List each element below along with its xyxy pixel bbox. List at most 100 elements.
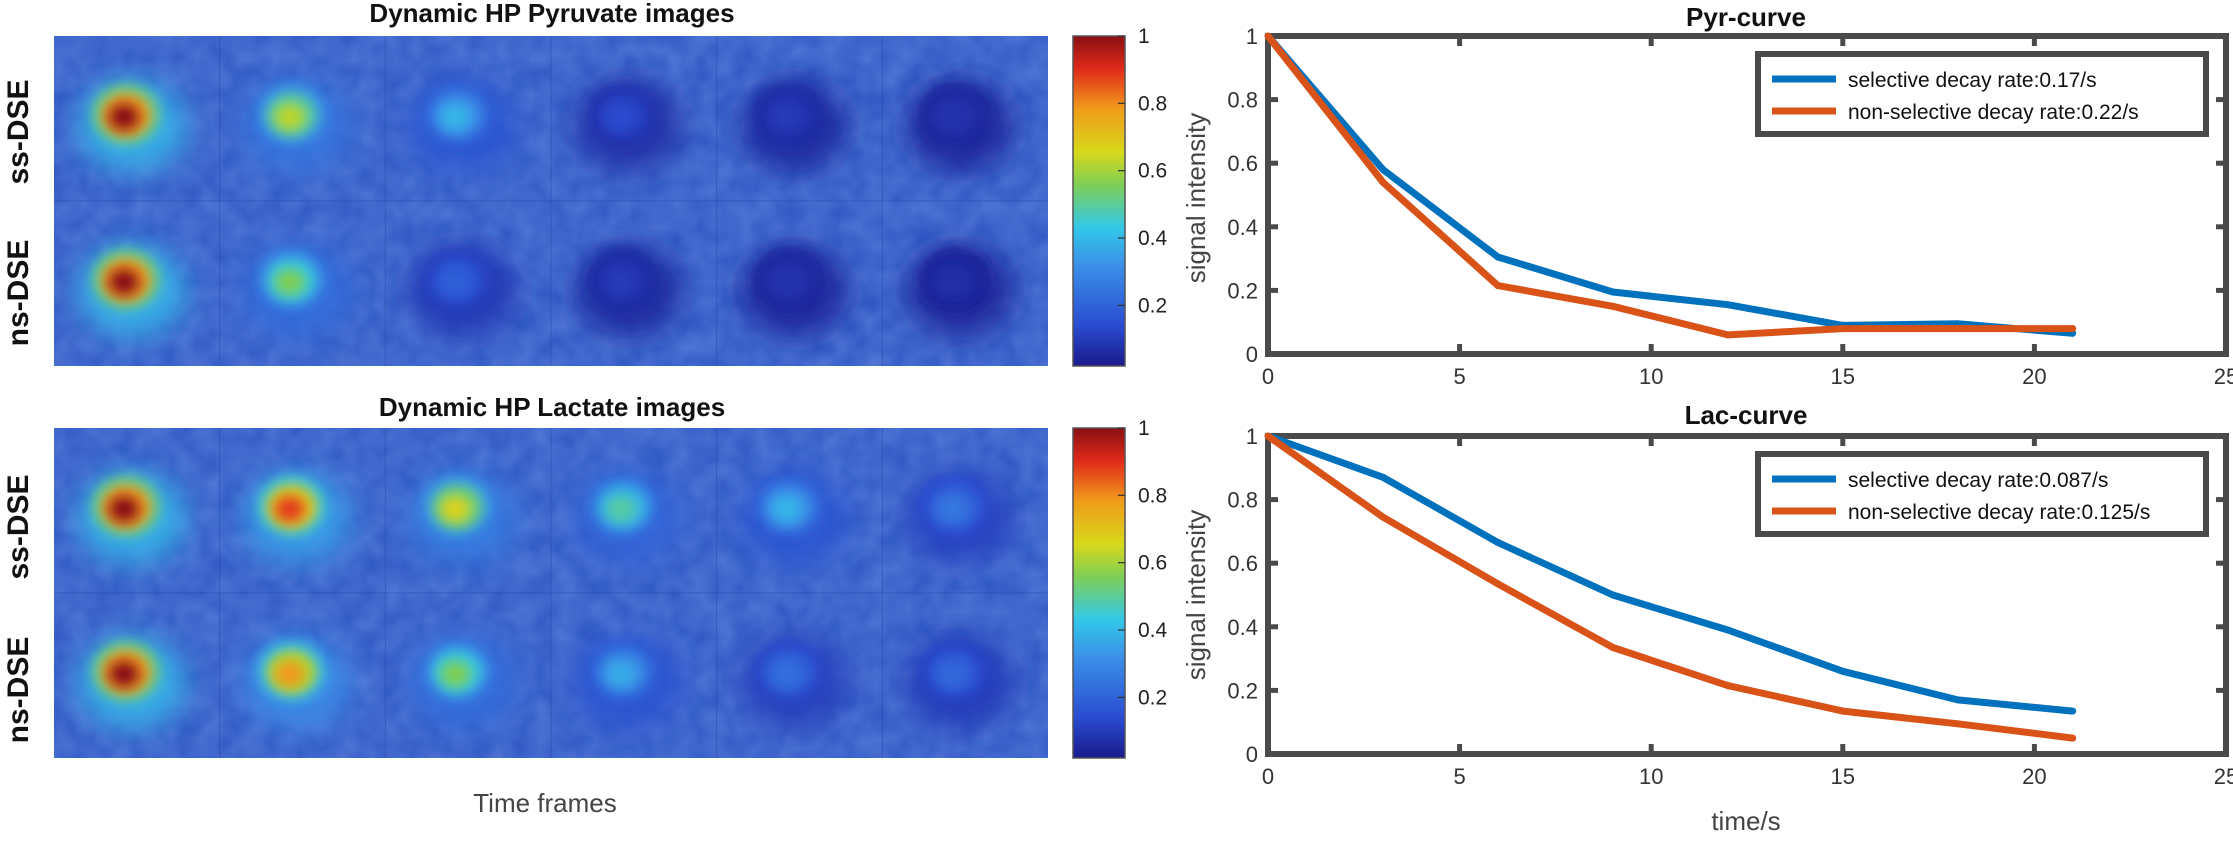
lactate-colorbar-ticks: 1 0.8 0.6 0.4 0.2 xyxy=(1118,417,1168,709)
signal-core xyxy=(771,269,802,295)
x-tick-label: 0 xyxy=(1262,764,1274,789)
signal-core xyxy=(109,661,139,687)
time-frame-image xyxy=(906,637,1015,729)
data-point xyxy=(1494,580,1502,588)
colorbar-tick-label: 0.8 xyxy=(1138,484,1167,507)
colorbar-tick-label: 1 xyxy=(1138,417,1150,440)
row-label-ss-dse: ss-DSE xyxy=(2,79,35,184)
time-frame-image xyxy=(243,245,352,337)
colorbar-tick-label: 0.4 xyxy=(1138,227,1168,250)
pyruvate-colorbar xyxy=(1072,35,1126,367)
time-frame-image xyxy=(243,637,352,729)
time-frame-image xyxy=(78,637,186,729)
colorbar-tick-label: 0.2 xyxy=(1138,294,1167,317)
data-point xyxy=(1839,325,1847,333)
plot-area-frame xyxy=(1265,433,2229,757)
series-line-0 xyxy=(1266,432,2074,715)
data-point xyxy=(1724,682,1732,690)
row-label-ss-dse: ss-DSE xyxy=(2,474,35,579)
pyruvate-image-grid xyxy=(54,36,1048,366)
y-tick-label: 0 xyxy=(1246,742,1258,767)
data-point xyxy=(1954,696,1962,704)
row-label-ns-dse: ns-DSE xyxy=(2,240,35,347)
signal-core xyxy=(937,104,968,130)
pyr-y-axis-label: signal intensity xyxy=(1181,113,1211,284)
lactate-image-panel: Dynamic HP Lactate images ss-DSE ns-DSE … xyxy=(2,392,1168,759)
signal-core xyxy=(109,104,139,130)
data-point xyxy=(2069,734,2077,742)
legend-entry: non-selective decay rate:0.125/s xyxy=(1848,501,2150,524)
legend-entry: selective decay rate:0.17/s xyxy=(1848,69,2097,92)
data-point xyxy=(1839,707,1847,715)
time-frame-image xyxy=(575,80,683,172)
time-frame-image xyxy=(575,245,683,337)
y-tick-label: 0.4 xyxy=(1227,215,1258,240)
colorbar-tick-label: 0.8 xyxy=(1138,92,1167,115)
lac-x-axis-label: time/s xyxy=(1711,806,1780,836)
y-tick-label: 1 xyxy=(1246,24,1258,49)
data-point xyxy=(2069,325,2077,333)
y-tick-label: 0.4 xyxy=(1227,615,1258,640)
signal-core xyxy=(440,496,471,522)
lactate-colorbar xyxy=(1072,427,1126,759)
signal-core xyxy=(274,104,305,130)
colorbar-tick-label: 0.6 xyxy=(1138,552,1167,575)
legend-box xyxy=(1755,451,2209,537)
lac-curve-chart: Lac-curve signal intensity time/s 0 5 10 15… xyxy=(1181,400,2233,836)
time-frame-image xyxy=(906,80,1015,172)
time-frame-image xyxy=(740,472,849,564)
time-frame-image xyxy=(409,472,518,564)
data-point xyxy=(1494,282,1502,290)
x-tick-label: 25 xyxy=(2214,364,2233,389)
signal-core xyxy=(109,496,139,522)
lac-curve-title: Lac-curve xyxy=(1685,400,1808,430)
data-point xyxy=(1264,432,1272,440)
time-frame-image xyxy=(243,472,352,564)
data-point xyxy=(1839,667,1847,675)
time-frame-image xyxy=(78,80,186,172)
pyruvate-images-title: Dynamic HP Pyruvate images xyxy=(369,0,734,28)
pyruvate-colorbar-ticks: 1 0.8 0.6 0.4 0.2 xyxy=(1118,25,1168,317)
data-point xyxy=(1379,473,1387,481)
time-frame-image xyxy=(243,80,352,172)
x-tick-label: 10 xyxy=(1639,764,1663,789)
y-tick-label: 0.8 xyxy=(1227,488,1258,513)
colorbar-tick-label: 0.2 xyxy=(1138,686,1167,709)
time-frames-label: Time frames xyxy=(473,788,617,818)
data-point xyxy=(1954,720,1962,728)
series-line-1 xyxy=(1265,433,2074,742)
data-point xyxy=(1264,32,1272,40)
time-frame-image xyxy=(740,637,849,729)
time-frame-image xyxy=(409,637,518,729)
data-point xyxy=(1724,301,1732,309)
lactate-image-grid xyxy=(54,428,1048,758)
x-tick-label: 15 xyxy=(1831,764,1855,789)
time-frame-image xyxy=(906,245,1015,337)
signal-core xyxy=(606,104,636,130)
data-point xyxy=(1609,288,1617,296)
signal-core xyxy=(440,104,471,130)
y-tick-label: 0.6 xyxy=(1227,151,1258,176)
data-point xyxy=(1494,253,1502,261)
signal-core xyxy=(771,104,802,130)
y-tick-label: 0.8 xyxy=(1227,88,1258,113)
x-tick-label: 5 xyxy=(1453,764,1465,789)
data-point xyxy=(1724,626,1732,634)
data-point xyxy=(1494,539,1502,547)
series-line-0 xyxy=(1265,33,2073,337)
pyruvate-image-panel: Dynamic HP Pyruvate images ss-DSE ns-DSE… xyxy=(2,0,1168,367)
data-point xyxy=(1609,643,1617,651)
colorbar-tick-label: 0.4 xyxy=(1138,619,1168,642)
lactate-images-title: Dynamic HP Lactate images xyxy=(379,392,725,422)
signal-core xyxy=(109,269,139,295)
signal-core xyxy=(606,269,636,295)
data-point xyxy=(1954,325,1962,333)
pyr-curve-title: Pyr-curve xyxy=(1686,2,1806,32)
time-frame-image xyxy=(906,472,1015,564)
legend: selective decay rate:0.17/s non-selective… xyxy=(1755,51,2209,137)
signal-core xyxy=(771,496,802,522)
legend-entry: non-selective decay rate:0.22/s xyxy=(1848,101,2139,124)
time-frame-image xyxy=(409,245,518,337)
signal-core xyxy=(274,269,305,295)
